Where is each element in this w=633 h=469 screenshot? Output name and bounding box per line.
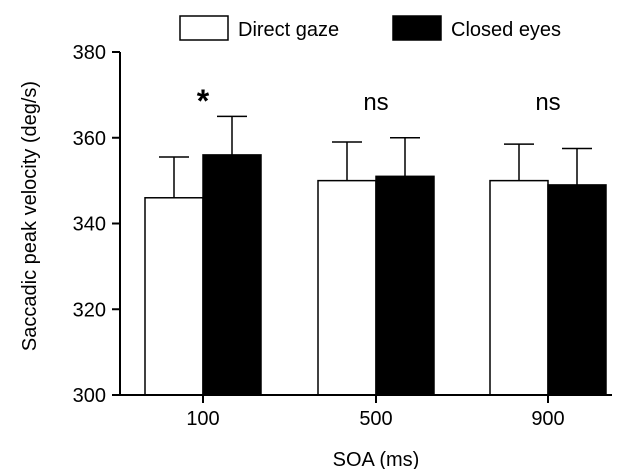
x-axis-label: SOA (ms) (333, 449, 420, 469)
significance-label: * (197, 83, 210, 119)
significance-label: ns (363, 89, 388, 116)
legend-swatch (179, 15, 229, 41)
y-tick-label: 300 (73, 385, 106, 407)
significance-label: ns (535, 89, 560, 116)
error-bars (159, 115, 592, 198)
bar (202, 154, 262, 396)
legend: Direct gaze Closed eyes (179, 15, 561, 41)
y-tick-label: 380 (73, 42, 106, 64)
y-tick-label: 340 (73, 214, 106, 236)
bar (547, 184, 607, 396)
bar (317, 179, 377, 396)
y-tick-label: 360 (73, 128, 106, 150)
x-axis: 100 500 900 (120, 394, 612, 430)
annotations: * ns ns (197, 83, 561, 119)
bar (144, 197, 204, 396)
legend-label: Direct gaze (238, 19, 339, 41)
legend-label: Closed eyes (451, 19, 561, 41)
bars (144, 154, 607, 396)
y-tick-label: 320 (73, 299, 106, 321)
x-tick-label: 100 (186, 408, 219, 430)
x-tick-label: 500 (359, 408, 392, 430)
bar (489, 179, 549, 396)
legend-swatch (392, 15, 442, 41)
y-axis: 300 320 340 360 380 (73, 42, 121, 407)
y-axis-label: Saccadic peak velocity (deg/s) (19, 81, 41, 351)
x-tick-label: 900 (531, 408, 564, 430)
bar (375, 175, 435, 396)
